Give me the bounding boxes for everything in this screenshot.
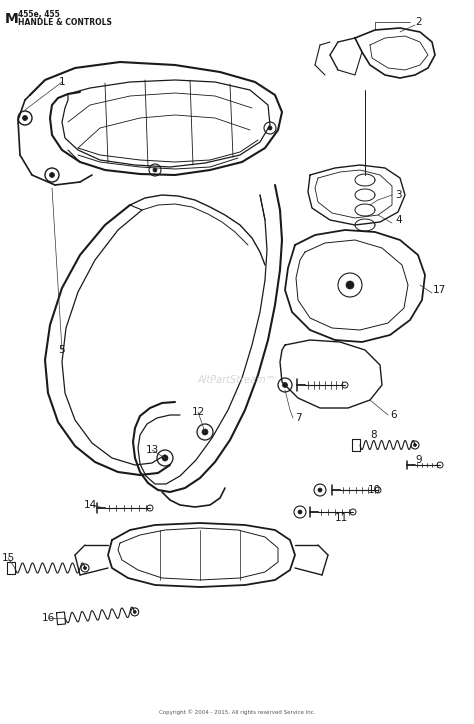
Circle shape — [45, 168, 59, 182]
Text: 12: 12 — [191, 407, 205, 417]
Circle shape — [278, 378, 292, 392]
Circle shape — [437, 462, 443, 468]
Text: 11: 11 — [335, 513, 348, 523]
Text: 14: 14 — [83, 500, 97, 510]
Circle shape — [264, 122, 276, 134]
Circle shape — [413, 444, 417, 447]
Text: 1: 1 — [59, 77, 65, 87]
Circle shape — [298, 510, 302, 514]
Circle shape — [338, 273, 362, 297]
Circle shape — [350, 509, 356, 515]
Text: 16: 16 — [41, 613, 55, 623]
Circle shape — [147, 505, 153, 511]
Text: AltPartStream™: AltPartStream™ — [198, 375, 276, 385]
Circle shape — [133, 610, 136, 613]
Circle shape — [157, 450, 173, 466]
Text: 5: 5 — [59, 345, 65, 355]
Circle shape — [22, 116, 27, 120]
Text: 6: 6 — [390, 410, 397, 420]
Text: 15: 15 — [1, 553, 15, 563]
Circle shape — [149, 164, 161, 176]
Circle shape — [153, 168, 157, 172]
Text: 10: 10 — [368, 485, 381, 495]
Text: 7: 7 — [295, 413, 301, 423]
Circle shape — [375, 487, 381, 493]
Text: 4: 4 — [395, 215, 401, 225]
Circle shape — [268, 126, 272, 130]
Text: 2: 2 — [415, 17, 422, 27]
Text: 13: 13 — [146, 445, 159, 455]
Text: 9: 9 — [415, 455, 422, 465]
Text: 17: 17 — [433, 285, 446, 295]
Circle shape — [83, 566, 86, 570]
Circle shape — [411, 441, 419, 449]
Circle shape — [49, 172, 55, 177]
Circle shape — [162, 455, 168, 461]
Circle shape — [283, 382, 288, 387]
Circle shape — [202, 429, 208, 435]
Circle shape — [314, 484, 326, 496]
Text: 8: 8 — [370, 430, 377, 440]
Circle shape — [346, 281, 354, 289]
Circle shape — [342, 382, 348, 388]
Text: M: M — [5, 12, 19, 26]
Circle shape — [18, 111, 32, 125]
Text: Copyright © 2004 - 2015, All rights reserved Service Inc.: Copyright © 2004 - 2015, All rights rese… — [159, 710, 315, 715]
Circle shape — [81, 564, 89, 572]
Circle shape — [197, 424, 213, 440]
Text: HANDLE & CONTROLS: HANDLE & CONTROLS — [18, 18, 112, 27]
Circle shape — [318, 488, 322, 492]
Circle shape — [131, 608, 139, 616]
Text: 455e, 455: 455e, 455 — [18, 10, 60, 19]
Text: 3: 3 — [395, 190, 401, 200]
Circle shape — [294, 506, 306, 518]
